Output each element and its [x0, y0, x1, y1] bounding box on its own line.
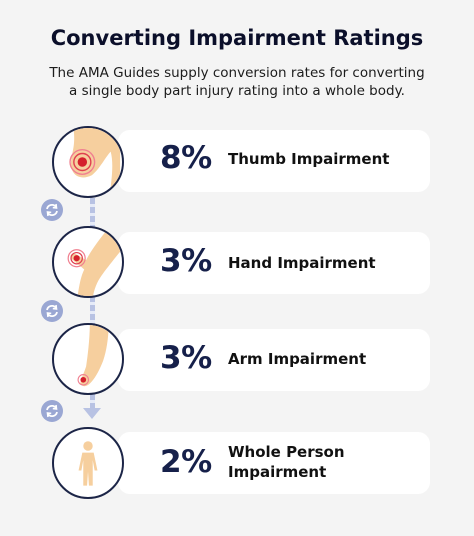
subtitle-line-2: a single body part injury rating into a … — [69, 83, 405, 99]
subtitle-line-1: The AMA Guides supply conversion rates f… — [49, 65, 425, 81]
step-percent: 3% — [160, 340, 212, 376]
step-percent: 2% — [160, 444, 212, 480]
step-label-line-1: Whole Person — [228, 443, 345, 461]
connector-2 — [90, 296, 95, 326]
hand-icon — [52, 226, 124, 298]
step-percent: 3% — [160, 243, 212, 279]
step-label: Arm Impairment — [228, 350, 367, 368]
step-percent: 8% — [160, 140, 212, 176]
whole-person-icon — [52, 427, 124, 499]
step-card-thumb — [118, 130, 430, 192]
step-label: Whole Person Impairment — [228, 442, 345, 482]
step-label: Thumb Impairment — [228, 150, 390, 168]
arm-icon — [52, 323, 124, 395]
page-title: Converting Impairment Ratings — [50, 26, 424, 50]
step-label: Hand Impairment — [228, 254, 376, 272]
step-label-line-2: Impairment — [228, 463, 327, 481]
step-card-whole-person — [118, 432, 430, 494]
step-card-hand — [118, 232, 430, 294]
page-subtitle: The AMA Guides supply conversion rates f… — [10, 64, 464, 100]
step-card-arm — [118, 329, 430, 391]
thumb-icon — [52, 126, 124, 198]
connector-1 — [90, 198, 95, 228]
sync-icon — [41, 400, 63, 422]
arrow-down-icon — [83, 408, 101, 419]
connector-3 — [90, 394, 95, 410]
sync-icon — [41, 199, 63, 221]
sync-icon — [41, 300, 63, 322]
